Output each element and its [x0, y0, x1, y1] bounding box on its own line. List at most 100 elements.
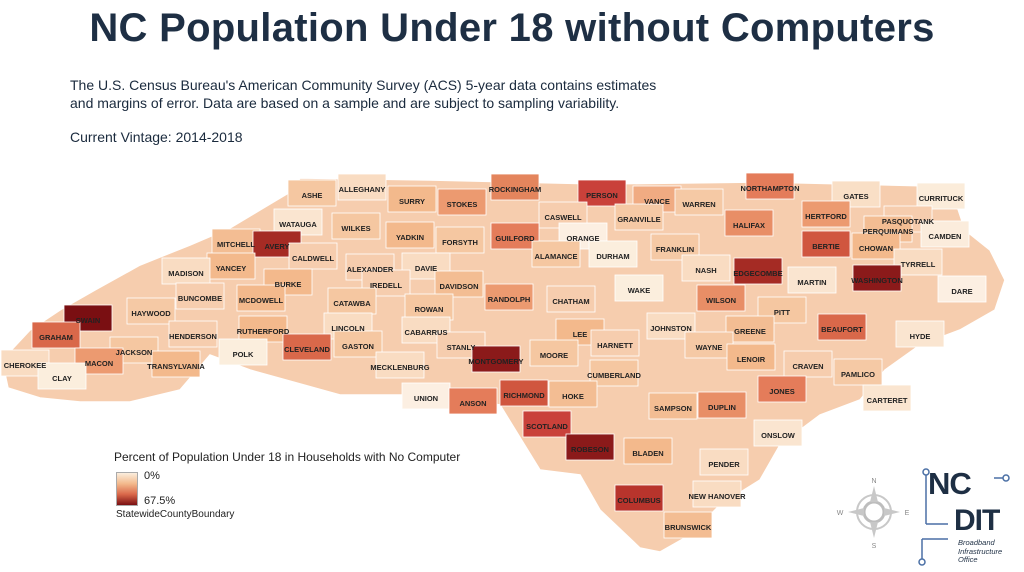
- county-shape-edgecombe: [733, 257, 783, 285]
- county-shape-surry: [387, 185, 437, 213]
- county-shape-buncombe: [175, 282, 225, 310]
- county-label-lee: LEE: [573, 330, 588, 339]
- county-shape-gaston: [333, 330, 383, 358]
- county-shape-currituck: [916, 182, 966, 210]
- county-shape-moore: [529, 339, 579, 367]
- county-shape-durham: [588, 240, 638, 268]
- legend-boundary-label: StatewideCountyBoundary: [116, 509, 235, 520]
- county-label-gates: GATES: [843, 192, 868, 201]
- county-label-rowan: ROWAN: [415, 305, 444, 314]
- county-shape-martin: [787, 266, 837, 294]
- county-shape-guilford: [490, 222, 540, 250]
- county-shape-anson: [448, 387, 498, 415]
- logo-dit-text: DIT: [954, 504, 1000, 537]
- county-label-ashe: ASHE: [302, 191, 323, 200]
- county-shape-beaufort: [817, 313, 867, 341]
- compass-east: E: [905, 510, 910, 517]
- county-shape-northampton: [745, 172, 795, 200]
- county-shape-alamance: [531, 240, 581, 268]
- county-shape-wilson: [696, 284, 746, 312]
- county-shape-montgomery: [471, 345, 521, 373]
- county-label-greene: GREENE: [734, 327, 766, 336]
- county-label-chowan: CHOWAN: [859, 244, 893, 253]
- county-shape-hoke: [548, 380, 598, 408]
- county-label-caswell: CASWELL: [544, 213, 581, 222]
- county-shape-ashe: [287, 179, 337, 207]
- county-shape-halifax: [724, 209, 774, 237]
- county-shape-warren: [674, 188, 724, 216]
- county-shape-greene: [725, 315, 775, 343]
- circuit-lines-icon: [918, 468, 1010, 566]
- county-shape-alleghany: [337, 173, 387, 201]
- county-shape-mitchell: [211, 228, 261, 256]
- county-label-warren: WARREN: [682, 200, 715, 209]
- county-shape-columbus: [614, 484, 664, 512]
- county-label-pamlico: PAMLICO: [841, 370, 875, 379]
- county-label-surry: SURRY: [399, 197, 425, 206]
- county-label-avery: AVERY: [264, 242, 289, 251]
- county-label-carteret: CARTERET: [867, 396, 908, 405]
- county-label-madison: MADISON: [168, 269, 203, 278]
- county-label-hoke: HOKE: [562, 392, 584, 401]
- county-label-graham: GRAHAM: [39, 333, 73, 342]
- county-shape-onslow: [753, 419, 803, 447]
- county-label-new-hanover: NEW HANOVER: [688, 492, 746, 501]
- legend-min-label: 0%: [144, 470, 160, 482]
- county-label-camden: CAMDEN: [929, 232, 962, 241]
- county-label-dare: DARE: [951, 287, 972, 296]
- county-shape-dare: [937, 275, 987, 303]
- county-label-haywood: HAYWOOD: [131, 309, 171, 318]
- county-shape-rockingham: [490, 173, 540, 201]
- county-label-nash: NASH: [695, 266, 716, 275]
- county-shape-wayne: [684, 331, 734, 359]
- county-label-northampton: NORTHAMPTON: [740, 184, 799, 193]
- county-shape-yadkin: [385, 221, 435, 249]
- county-label-lincoln: LINCOLN: [331, 324, 364, 333]
- county-label-yancey: YANCEY: [216, 264, 247, 273]
- county-label-henderson: HENDERSON: [169, 332, 217, 341]
- county-shape-hyde: [895, 320, 945, 348]
- county-label-onslow: ONSLOW: [761, 431, 796, 440]
- county-shape-scotland: [522, 410, 572, 438]
- county-shape-iredell: [361, 269, 411, 297]
- county-shape-lenoir: [726, 343, 776, 371]
- county-shape-cleveland: [282, 333, 332, 361]
- county-label-montgomery: MONTGOMERY: [468, 357, 523, 366]
- legend: Percent of Population Under 18 in Househ…: [114, 450, 460, 520]
- county-shape-bertie: [801, 230, 851, 258]
- description-line-2: and margins of error. Data are based on …: [70, 95, 620, 111]
- county-label-robeson: ROBESON: [571, 445, 609, 454]
- county-label-edgecombe: EDGECOMBE: [733, 269, 782, 278]
- county-shape-chowan: [851, 232, 901, 260]
- logo-nc-text: NC: [928, 466, 972, 501]
- survey-description: The U.S. Census Bureau's American Commun…: [70, 76, 656, 112]
- county-label-watauga: WATAUGA: [279, 220, 317, 229]
- county-label-bertie: BERTIE: [812, 242, 840, 251]
- county-label-caldwell: CALDWELL: [292, 254, 334, 263]
- logo-subtitle-line-2: Infrastructure: [958, 546, 1003, 556]
- county-label-granville: GRANVILLE: [617, 215, 660, 224]
- county-shape-graham: [31, 321, 81, 349]
- county-label-polk: POLK: [233, 350, 254, 359]
- county-label-rockingham: ROCKINGHAM: [489, 185, 542, 194]
- county-shape-camden: [920, 220, 970, 248]
- county-shape-union: [401, 382, 451, 410]
- county-label-swain: SWAIN: [76, 316, 101, 325]
- county-shape-chatham: [546, 285, 596, 313]
- county-shape-brunswick: [663, 511, 713, 539]
- county-label-halifax: HALIFAX: [733, 221, 765, 230]
- county-label-jackson: JACKSON: [116, 348, 153, 357]
- page-title: NC Population Under 18 without Computers: [89, 6, 935, 50]
- county-label-tyrrell: TYRRELL: [901, 260, 936, 269]
- legend-body: 0% 67.5%: [114, 470, 460, 507]
- county-label-davie: DAVIE: [415, 264, 437, 273]
- county-shape-stokes: [437, 188, 487, 216]
- county-shape-richmond: [499, 379, 549, 407]
- county-label-chatham: CHATHAM: [552, 297, 589, 306]
- county-label-craven: CRAVEN: [792, 362, 823, 371]
- county-label-wayne: WAYNE: [696, 343, 723, 352]
- description-line-1: The U.S. Census Bureau's American Commun…: [70, 77, 657, 93]
- county-label-union: UNION: [414, 394, 438, 403]
- county-label-randolph: RANDOLPH: [488, 295, 531, 304]
- county-shape-randolph: [484, 283, 534, 311]
